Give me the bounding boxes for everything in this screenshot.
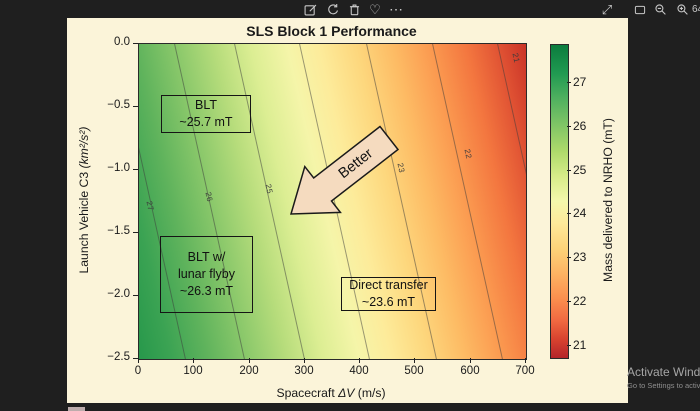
colorbar-tick-label: 24 [573, 206, 587, 220]
annotation-direct-transfer: Direct transfer ~23.6 mT [341, 277, 436, 311]
trash-icon [349, 4, 359, 16]
x-tick-mark [470, 358, 471, 363]
edit-icon [304, 4, 316, 16]
plot-area: 27 26 25 23 22 21 Better BLT ~25.7 mT BL… [138, 43, 527, 360]
ellipsis-icon: ⋯ [389, 1, 403, 17]
chart-figure: SLS Block 1 Performance 27 26 25 23 22 2… [67, 18, 628, 403]
zoom-out-icon [654, 4, 666, 15]
zoom-level-indicator[interactable]: 64 [692, 4, 700, 15]
fullscreen-button[interactable]: ⤢ [599, 2, 615, 17]
colorbar-tick-label: 22 [573, 294, 587, 308]
colorbar [550, 44, 569, 359]
annotation-blt-line2: ~25.7 mT [179, 115, 233, 129]
x-tick-mark [249, 358, 250, 363]
x-tick-label: 100 [183, 365, 203, 377]
activate-windows-watermark-sub: Go to Settings to activ [627, 381, 700, 390]
y-tick-mark [133, 43, 138, 44]
annotation-blt-flyby: BLT w/ lunar flyby ~26.3 mT [160, 236, 253, 313]
colorbar-tick-mark [567, 301, 571, 302]
annotation-blt-line1: BLT [195, 97, 217, 112]
colorbar-tick-mark [567, 82, 571, 83]
colorbar-tick-mark [567, 257, 571, 258]
heart-icon: ♡ [369, 1, 381, 17]
more-options-button[interactable]: ⋯ [388, 1, 404, 17]
zoom-in-icon [676, 4, 688, 15]
y-tick-label: 0.0 [114, 36, 130, 48]
x-tick-label: 400 [349, 365, 369, 377]
x-tick-mark [304, 358, 305, 363]
zoom-in-button[interactable] [674, 2, 690, 17]
y-tick-label: −1.0 [107, 162, 130, 174]
x-tick-mark [359, 358, 360, 363]
fit-to-window-icon [634, 5, 646, 14]
y-tick-mark [133, 169, 138, 170]
rotate-button[interactable] [324, 2, 340, 17]
colorbar-tick-label: 25 [573, 163, 587, 177]
better-arrow: Better [289, 125, 400, 215]
rotate-icon [327, 3, 338, 15]
y-axis-label-math: (km²/s²) [77, 126, 91, 169]
delete-button[interactable] [346, 2, 362, 17]
colorbar-tick-label: 21 [573, 338, 587, 352]
y-axis-label: Launch Vehicle C3 (km²/s²) [77, 127, 91, 274]
colorbar-tick-mark [567, 213, 571, 214]
y-tick-mark [133, 232, 138, 233]
y-tick-label: −1.5 [107, 225, 130, 237]
y-tick-label: −0.5 [107, 99, 130, 111]
colorbar-label: Mass delivered to NRHO (mT) [601, 118, 615, 282]
y-tick-label: −2.5 [107, 351, 130, 363]
taskbar-sliver [68, 407, 85, 411]
annotation-direct-line2: ~23.6 mT [361, 295, 416, 309]
y-tick-mark [133, 295, 138, 296]
x-tick-label: 600 [460, 365, 480, 377]
x-axis-label-math: ΔV [338, 386, 355, 400]
annotation-blt: BLT ~25.7 mT [161, 95, 251, 133]
x-tick-label: 300 [294, 365, 314, 377]
x-tick-mark [414, 358, 415, 363]
x-tick-mark [193, 358, 194, 363]
x-axis-label: Spacecraft ΔV (m/s) [276, 386, 385, 400]
colorbar-tick-mark [567, 345, 571, 346]
x-tick-label: 0 [134, 365, 142, 377]
colorbar-tick-label: 27 [573, 75, 587, 89]
edit-button[interactable] [302, 2, 318, 17]
x-tick-label: 700 [515, 365, 535, 377]
better-arrow-shape [289, 125, 400, 215]
x-axis-label-units: (m/s) [354, 386, 386, 400]
x-tick-mark [525, 358, 526, 363]
y-tick-mark [133, 358, 138, 359]
favorite-button[interactable]: ♡ [367, 2, 383, 17]
chart-title: SLS Block 1 Performance [246, 23, 417, 39]
colorbar-tick-mark [567, 170, 571, 171]
x-tick-mark [138, 358, 139, 363]
y-tick-mark [133, 106, 138, 107]
colorbar-tick-label: 26 [573, 119, 587, 133]
x-tick-label: 500 [404, 365, 424, 377]
activate-windows-watermark: Activate Windows [627, 365, 700, 379]
y-axis-label-text: Launch Vehicle C3 [77, 168, 91, 274]
annotation-blt-flyby-line1: BLT w/ [187, 249, 226, 264]
annotation-blt-flyby-line2: lunar flyby [178, 266, 235, 281]
annotation-direct-line1: Direct transfer [349, 277, 428, 292]
annotation-blt-flyby-line3: ~26.3 mT [179, 284, 234, 299]
fullscreen-icon: ⤢ [601, 1, 613, 17]
zoom-out-button[interactable] [652, 2, 668, 17]
x-axis-label-text: Spacecraft [276, 386, 339, 400]
y-tick-label: −2.0 [107, 288, 130, 300]
colorbar-tick-mark [567, 126, 571, 127]
fit-to-window-button[interactable] [632, 2, 648, 17]
colorbar-tick-label: 23 [573, 250, 587, 264]
x-tick-label: 200 [239, 365, 259, 377]
